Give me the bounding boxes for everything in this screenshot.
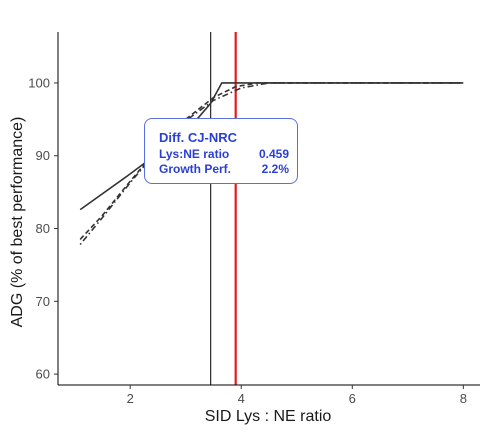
- y-tick-label: 80: [36, 221, 50, 236]
- series-line-dashed: [79, 82, 464, 240]
- y-axis-title: ADG (% of best performance): [9, 117, 26, 328]
- x-tick-label: 6: [349, 391, 356, 406]
- y-axis-ticks: 60 70 80 90 100: [28, 75, 58, 382]
- x-tick-label: 8: [460, 391, 467, 406]
- series-line-solid: [79, 82, 464, 211]
- tooltip-row-ratio: Lys:NE ratio 0.459: [159, 147, 289, 162]
- y-tick-label: 60: [36, 367, 50, 382]
- tooltip-row-value: 0.459: [258, 147, 289, 161]
- difference-tooltip: Diff. CJ-NRC Lys:NE ratio 0.459 Growth P…: [144, 118, 298, 184]
- x-axis-title: SID Lys : NE ratio: [205, 408, 332, 425]
- x-tick-label: 4: [238, 391, 245, 406]
- plot-area: [79, 32, 464, 385]
- y-tick-label: 100: [28, 75, 50, 90]
- x-tick-label: 2: [127, 391, 134, 406]
- x-axis-ticks: 2 4 6 8: [127, 385, 467, 406]
- y-tick-label: 70: [36, 294, 50, 309]
- tooltip-row-value: 2.2%: [261, 162, 289, 176]
- tooltip-title: Diff. CJ-NRC: [159, 130, 237, 145]
- tooltip-row-label: Growth Perf.: [159, 162, 232, 176]
- tooltip-row-growth: Growth Perf. 2.2%: [159, 162, 289, 177]
- y-tick-label: 90: [36, 148, 50, 163]
- tooltip-row-label: Lys:NE ratio: [159, 147, 230, 161]
